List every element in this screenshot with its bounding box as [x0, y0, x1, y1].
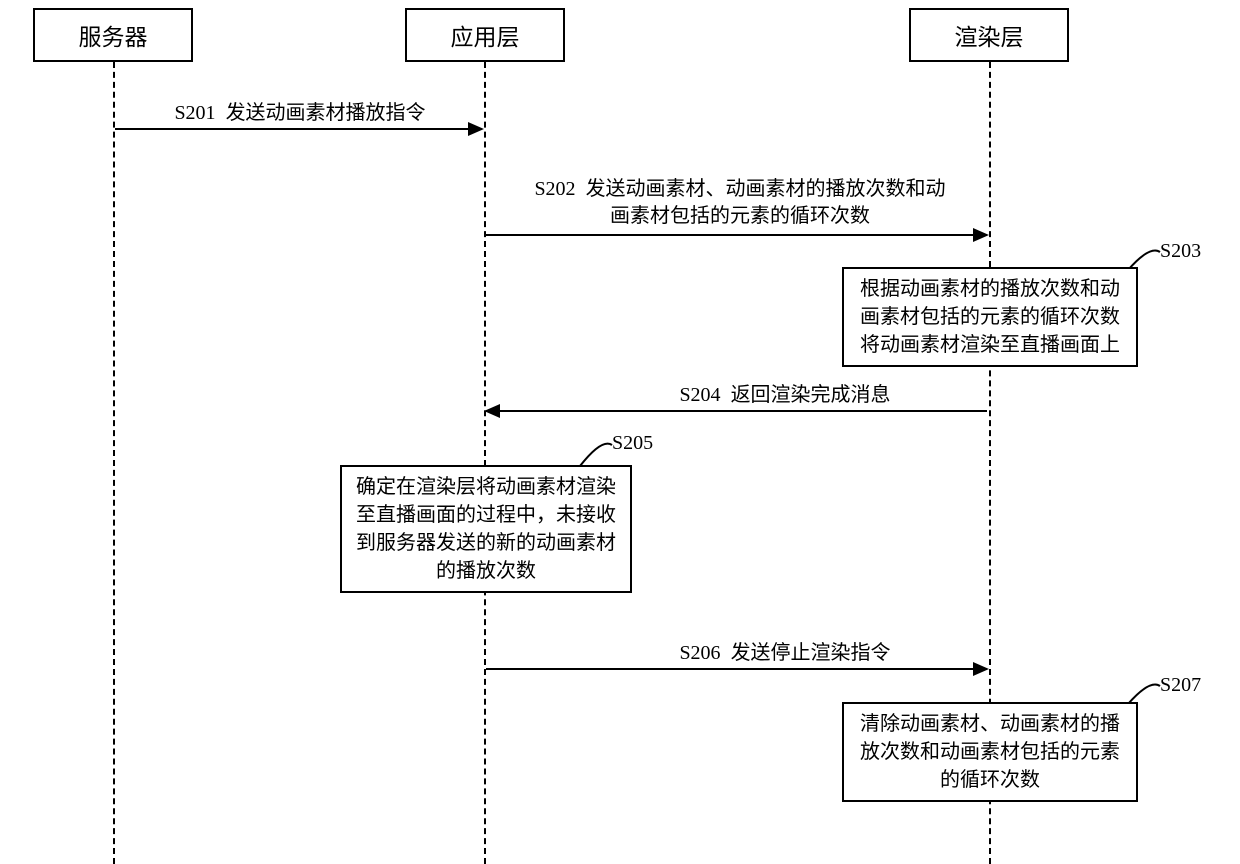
msg-s204: S204 返回渲染完成消息: [620, 382, 950, 409]
msg-s206-step: S206: [679, 642, 720, 664]
tag-s207-text: S207: [1160, 674, 1201, 696]
participant-app: 应用层: [405, 8, 565, 62]
msg-s202-step: S202: [534, 178, 575, 200]
msg-s206-text: 发送停止渲染指令: [731, 642, 891, 664]
note-s207-text: 清除动画素材、动画素材的播放次数和动画素材包括的元素的循环次数: [860, 713, 1120, 791]
msg-s201-text: 发送动画素材播放指令: [226, 102, 426, 124]
msg-s202-text: 发送动画素材、动画素材的播放次数和动画素材包括的元素的循环次数: [586, 178, 946, 227]
arrow-s206: [486, 668, 987, 670]
msg-s204-step: S204: [679, 384, 720, 406]
note-s205: 确定在渲染层将动画素材渲染至直播画面的过程中，未接收到服务器发送的新的动画素材的…: [340, 465, 632, 593]
arrow-s204: [486, 410, 987, 412]
participant-render: 渲染层: [909, 8, 1069, 62]
participant-server: 服务器: [33, 8, 193, 62]
note-s207: 清除动画素材、动画素材的播放次数和动画素材包括的元素的循环次数: [842, 702, 1138, 802]
arrow-s202: [486, 234, 987, 236]
msg-s201: S201 发送动画素材播放指令: [135, 100, 465, 127]
tag-s205: S205: [612, 432, 653, 455]
participant-render-label: 渲染层: [955, 25, 1024, 50]
msg-s206: S206 发送停止渲染指令: [620, 640, 950, 667]
arrow-s201: [115, 128, 482, 130]
participant-app-label: 应用层: [451, 25, 520, 50]
tag-s203-text: S203: [1160, 240, 1201, 262]
msg-s202: S202 发送动画素材、动画素材的播放次数和动画素材包括的元素的循环次数: [530, 176, 950, 230]
note-s203-text: 根据动画素材的播放次数和动画素材包括的元素的循环次数将动画素材渲染至直播画面上: [860, 278, 1120, 356]
msg-s204-text: 返回渲染完成消息: [731, 384, 891, 406]
lifeline-app: [484, 52, 486, 864]
lifeline-server: [113, 52, 115, 864]
msg-s201-step: S201: [174, 102, 215, 124]
tag-s207: S207: [1160, 674, 1201, 697]
note-s203: 根据动画素材的播放次数和动画素材包括的元素的循环次数将动画素材渲染至直播画面上: [842, 267, 1138, 367]
note-s205-text: 确定在渲染层将动画素材渲染至直播画面的过程中，未接收到服务器发送的新的动画素材的…: [356, 476, 616, 582]
tag-s205-text: S205: [612, 432, 653, 454]
participant-server-label: 服务器: [79, 25, 148, 50]
tag-s203: S203: [1160, 240, 1201, 263]
